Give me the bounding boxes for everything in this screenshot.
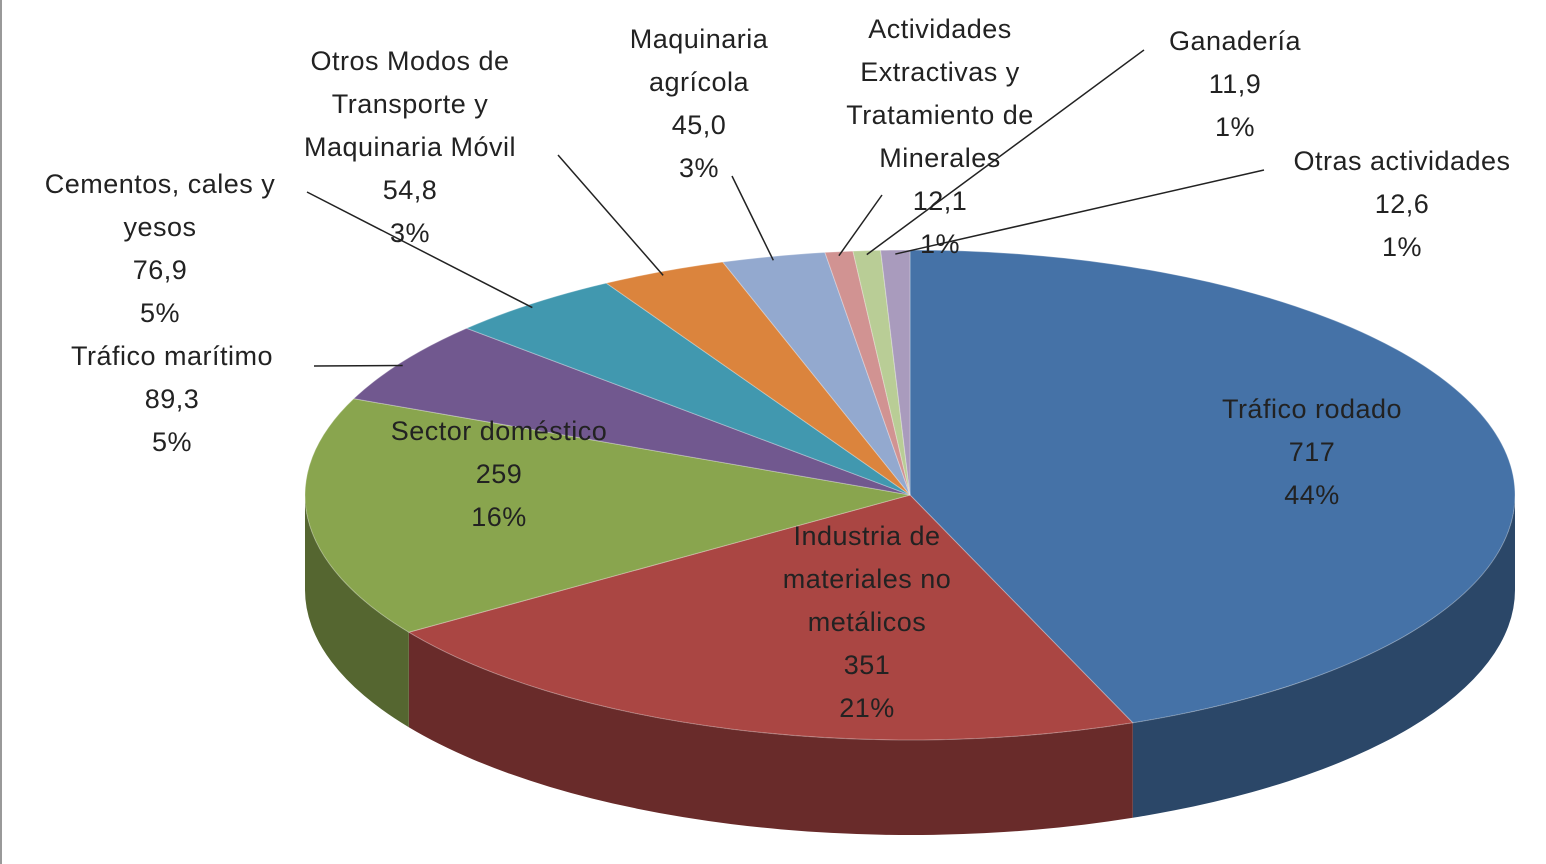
category-label: Tráfico marítimo bbox=[70, 341, 274, 371]
percent-label: 1% bbox=[919, 229, 961, 259]
leader-line bbox=[866, 49, 1145, 256]
value-label: 12,1 bbox=[912, 186, 968, 216]
category-label: Maquinaria agrícola bbox=[629, 24, 769, 97]
leader-line bbox=[895, 169, 1265, 255]
leader-line bbox=[306, 191, 533, 309]
slice bbox=[304, 398, 911, 633]
value-label: 76,9 bbox=[132, 255, 188, 285]
slice bbox=[465, 282, 911, 496]
percent-label: 21% bbox=[839, 693, 895, 723]
value-label: 11,9 bbox=[1208, 69, 1262, 99]
value-label: 12,6 bbox=[1374, 189, 1430, 219]
leader-line bbox=[557, 154, 664, 276]
category-label: Ganadería bbox=[1168, 26, 1302, 56]
percent-label: 44% bbox=[1284, 480, 1340, 510]
slice bbox=[352, 327, 911, 496]
category-label: Cementos, cales y yesos bbox=[44, 169, 276, 242]
value-label: 717 bbox=[1288, 437, 1336, 467]
data-label: Cementos, cales y yesos 76,9 5% bbox=[10, 163, 310, 335]
value-label: 351 bbox=[843, 650, 891, 680]
value-label: 259 bbox=[475, 459, 523, 489]
percent-label: 1% bbox=[1214, 112, 1256, 142]
data-label: Tráfico rodado 717 44% bbox=[1182, 388, 1442, 517]
leader-line bbox=[838, 194, 883, 257]
data-label: Otras actividades 12,6 1% bbox=[1252, 140, 1546, 269]
percent-label: 5% bbox=[151, 427, 193, 457]
slice bbox=[909, 249, 1516, 724]
value-label: 45,0 bbox=[671, 110, 727, 140]
category-label: Otros Modos de Transporte y Maquinaria M… bbox=[303, 46, 517, 162]
data-label: Sector doméstico 259 16% bbox=[349, 410, 649, 539]
data-label: Industria de materiales no metálicos 351 2… bbox=[752, 515, 982, 730]
slice-side bbox=[305, 495, 409, 728]
category-label: Sector doméstico bbox=[390, 416, 608, 446]
data-label: Tráfico marítimo 89,3 5% bbox=[22, 335, 322, 464]
slice-side bbox=[408, 632, 1133, 835]
slice bbox=[605, 261, 911, 496]
data-label: Ganadería 11,9 1% bbox=[1135, 20, 1335, 149]
leader-line bbox=[731, 175, 775, 261]
slice bbox=[407, 494, 1134, 741]
category-label: Actividades Extractivas y Tratamiento de… bbox=[846, 14, 1034, 173]
data-label: Actividades Extractivas y Tratamiento de… bbox=[810, 8, 1070, 266]
value-label: 89,3 bbox=[144, 384, 200, 414]
slice bbox=[824, 250, 911, 496]
slice bbox=[852, 249, 911, 496]
percent-label: 5% bbox=[139, 298, 181, 328]
data-label: Otros Modos de Transporte y Maquinaria M… bbox=[260, 40, 560, 255]
percent-label: 16% bbox=[471, 502, 527, 532]
percent-label: 3% bbox=[389, 218, 431, 248]
value-label: 54,8 bbox=[382, 175, 438, 205]
category-label: Industria de materiales no metálicos bbox=[782, 521, 952, 637]
slice-side bbox=[1132, 495, 1515, 818]
category-label: Otras actividades bbox=[1293, 146, 1511, 176]
category-label: Tráfico rodado bbox=[1221, 394, 1403, 424]
percent-label: 3% bbox=[678, 153, 720, 183]
slice bbox=[721, 251, 911, 496]
percent-label: 1% bbox=[1381, 232, 1423, 262]
data-label: Maquinaria agrícola 45,0 3% bbox=[599, 18, 799, 190]
